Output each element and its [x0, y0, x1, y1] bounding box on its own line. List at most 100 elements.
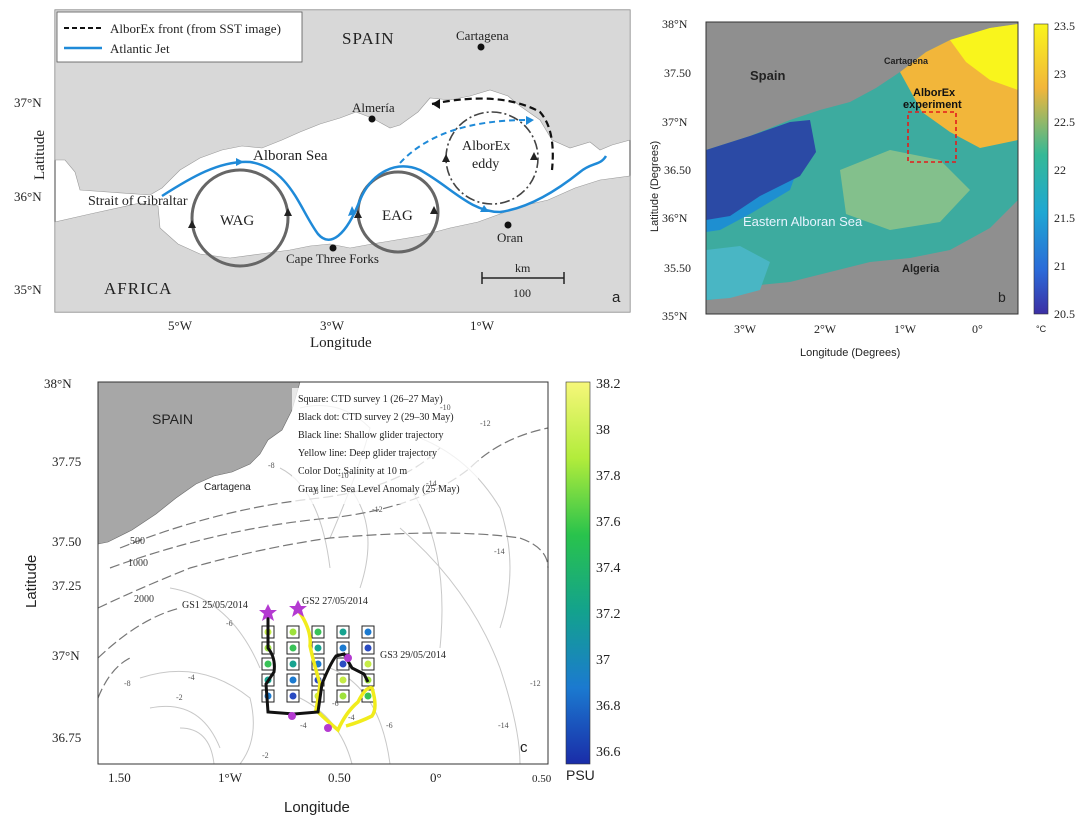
- c-sla-label: -14: [426, 479, 437, 488]
- gs2-star: [289, 600, 307, 617]
- deep-glider-track: [296, 608, 377, 733]
- c-sla-label: -4: [300, 721, 307, 730]
- svg-text:km: km: [515, 261, 531, 275]
- b-cartagena-label: Cartagena: [884, 56, 929, 66]
- strait-label: Strait of Gibraltar: [88, 194, 188, 209]
- c-legend-line-5: Color Dot: Salinity at 10 m: [298, 466, 407, 477]
- salinity-dot: [339, 660, 347, 668]
- lon-tick-5w: 5°W: [168, 318, 193, 333]
- c-xlabel: Longitude: [284, 799, 350, 816]
- c-sla-label: -8: [124, 679, 131, 688]
- salinity-dot: [314, 628, 322, 636]
- gs1-star: [259, 604, 277, 621]
- c-sla-label: -12: [480, 419, 491, 428]
- b-ylabel: Latitude (Degrees): [650, 141, 661, 232]
- b-eastern-label: Eastern Alboran Sea: [743, 214, 863, 229]
- scale-bar: km 100: [481, 261, 565, 300]
- b-spain-label: Spain: [750, 68, 785, 83]
- b-lon-3w: 3°W: [734, 322, 757, 336]
- b-cbar-215: 21.5: [1054, 211, 1075, 225]
- b-lat-36: 36°N: [662, 211, 688, 225]
- c-ylabel: Latitude: [23, 555, 40, 608]
- salinity-dot: [339, 644, 347, 652]
- c-colorbar: [565, 381, 591, 765]
- b-lat-3550: 35.50: [664, 261, 691, 275]
- eag-label: EAG: [382, 208, 413, 224]
- c-sla-label: -4: [188, 673, 195, 682]
- panel-a-xlabel: Longitude: [310, 335, 372, 351]
- c-cbar-37: 37: [596, 653, 610, 668]
- b-cbar-unit: °C: [1036, 324, 1047, 334]
- b-cbar-235: 23.5: [1054, 19, 1075, 33]
- c-depth-500: 500: [130, 536, 145, 547]
- c-cbar-372: 37.2: [596, 607, 621, 622]
- c-cbar-382: 38.2: [596, 377, 621, 392]
- lat-tick-37: 37°N: [14, 95, 42, 110]
- c-sla-label: -6: [386, 721, 393, 730]
- salinity-dot: [364, 692, 372, 700]
- c-lon-0: 0°: [430, 770, 442, 785]
- c-sla-label: -8: [312, 487, 319, 496]
- c-lon-050e: 0.50: [532, 773, 552, 785]
- c-legend: Square: CTD survey 1 (26–27 May) Black d…: [292, 388, 478, 504]
- africa-label: AFRICA: [104, 279, 172, 298]
- c-lon-150: 1.50: [108, 770, 131, 785]
- b-lat-35: 35°N: [662, 309, 688, 323]
- wag-label: WAG: [220, 213, 254, 229]
- oran-label: Oran: [497, 230, 523, 245]
- b-cbar-22: 22: [1054, 163, 1066, 177]
- c-cbar-374: 37.4: [596, 561, 621, 576]
- salinity-dot: [339, 676, 347, 684]
- c-legend-line-2: Black dot: CTD survey 2 (29–30 May): [298, 412, 454, 423]
- alborex-front-line: [431, 97, 554, 171]
- c-sla-label: -8: [268, 461, 275, 470]
- almeria-label: Almería: [352, 100, 395, 115]
- salinity-dot: [289, 660, 297, 668]
- salinity-dot: [264, 660, 272, 668]
- eddy-label-2: eddy: [472, 157, 499, 172]
- c-sla-label: -14: [494, 547, 505, 556]
- wag-gyre: WAG: [188, 168, 292, 268]
- glider-start-markers: [259, 600, 352, 732]
- c-depth-1000: 1000: [128, 558, 148, 569]
- atlantic-jet-line: [161, 155, 608, 241]
- panel-c-survey-map: Square: CTD survey 1 (26–27 May) Black d…: [23, 376, 621, 816]
- c-depth-2000: 2000: [134, 594, 154, 605]
- shallow-glider-track: [264, 614, 370, 716]
- c-lat-3750: 37.50: [52, 534, 81, 549]
- c-sla-label: -2: [262, 751, 269, 760]
- c-lat-38: 38°N: [44, 376, 72, 391]
- c-lat-3675: 36.75: [52, 730, 81, 745]
- b-cbar-205: 20.5: [1054, 307, 1075, 321]
- c-lat-37: 37°N: [52, 648, 80, 663]
- b-lat-3650: 36.50: [664, 163, 691, 177]
- alborex-eddy: AlborEx eddy: [442, 111, 539, 205]
- salinity-dot: [364, 644, 372, 652]
- eddy-label-1: AlborEx: [462, 139, 510, 154]
- gs3-label: GS3 29/05/2014: [380, 650, 446, 661]
- panel-a-ylabel: Latitude: [32, 130, 48, 180]
- b-experiment-label-1: AlborEx: [913, 87, 956, 99]
- c-legend-line-1: Square: CTD survey 1 (26–27 May): [298, 394, 443, 405]
- panel-a-map: AlborEx front (from SST image) Atlantic …: [14, 9, 631, 351]
- c-cbar-38: 38: [596, 423, 610, 438]
- b-algeria-label: Algeria: [902, 263, 940, 275]
- eag-gyre: EAG: [354, 170, 440, 254]
- b-lon-2w: 2°W: [814, 322, 837, 336]
- c-lat-3775: 37.75: [52, 454, 81, 469]
- gs1-label: GS1 25/05/2014: [182, 600, 248, 611]
- b-cbar-225: 22.5: [1054, 115, 1075, 129]
- c-sla-label: -10: [338, 471, 349, 480]
- cartagena-label: Cartagena: [456, 28, 509, 43]
- salinity-dot: [289, 692, 297, 700]
- b-colorbar: [1033, 23, 1049, 315]
- legend-front-label: AlborEx front (from SST image): [110, 21, 281, 36]
- b-lon-1w: 1°W: [894, 322, 917, 336]
- salinity-dot: [339, 628, 347, 636]
- c-spain-label: SPAIN: [152, 411, 193, 427]
- c-lat-3725: 37.25: [52, 578, 81, 593]
- b-experiment-label-2: experiment: [903, 99, 962, 111]
- panel-c-letter: c: [520, 739, 528, 756]
- c-cbar-378: 37.8: [596, 469, 621, 484]
- b-lat-37: 37°N: [662, 115, 688, 129]
